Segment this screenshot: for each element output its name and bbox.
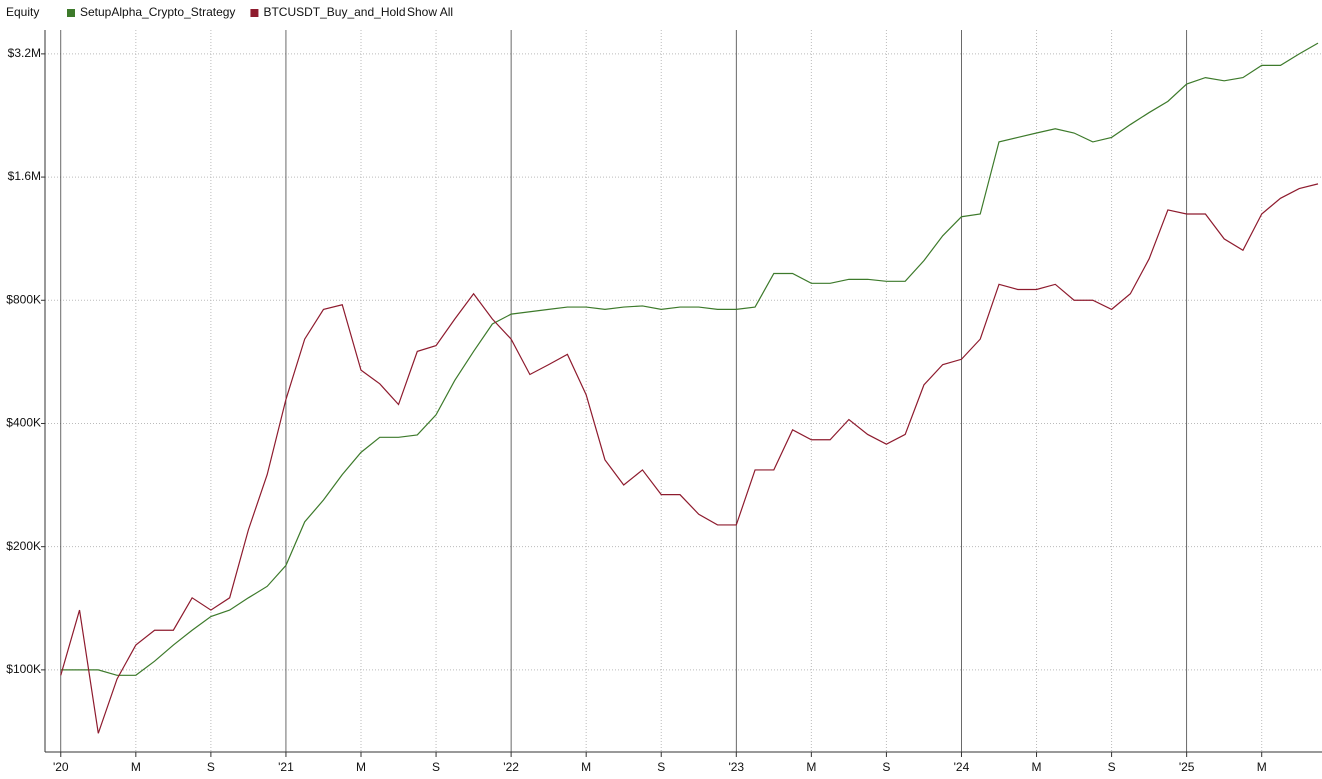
x-tick-label: '24 [954, 760, 970, 774]
x-tick-label: M [131, 760, 141, 774]
chart-title: Equity [6, 5, 39, 19]
legend-label: SetupAlpha_Crypto_Strategy [80, 5, 235, 19]
x-tick-label: '21 [278, 760, 294, 774]
y-tick-label: $100K [6, 662, 41, 676]
y-tick-label: $3.2M [8, 46, 41, 60]
x-tick-label: S [882, 760, 890, 774]
legend-swatch [250, 9, 259, 17]
x-tick-label: M [1257, 760, 1267, 774]
x-tick-label: '22 [503, 760, 519, 774]
y-tick-label: $800K [6, 292, 41, 306]
x-tick-label: M [356, 760, 366, 774]
x-tick-label: M [581, 760, 591, 774]
x-tick-label: S [1108, 760, 1116, 774]
legend-label: BTCUSDT_Buy_and_Hold [263, 5, 405, 19]
y-tick-label: $1.6M [8, 169, 41, 183]
x-tick-label: '20 [53, 760, 69, 774]
y-tick-label: $400K [6, 416, 41, 430]
x-tick-label: M [806, 760, 816, 774]
x-tick-label: S [657, 760, 665, 774]
x-tick-label: S [432, 760, 440, 774]
series-line [60, 42, 1319, 676]
x-tick-label: M [1032, 760, 1042, 774]
x-tick-label: S [207, 760, 215, 774]
x-tick-label: '25 [1179, 760, 1195, 774]
y-tick-label: $200K [6, 539, 41, 553]
legend-swatch [67, 9, 75, 17]
series-line [60, 183, 1319, 734]
x-tick-label: '23 [728, 760, 744, 774]
show-all-button[interactable]: Show All [407, 5, 453, 19]
